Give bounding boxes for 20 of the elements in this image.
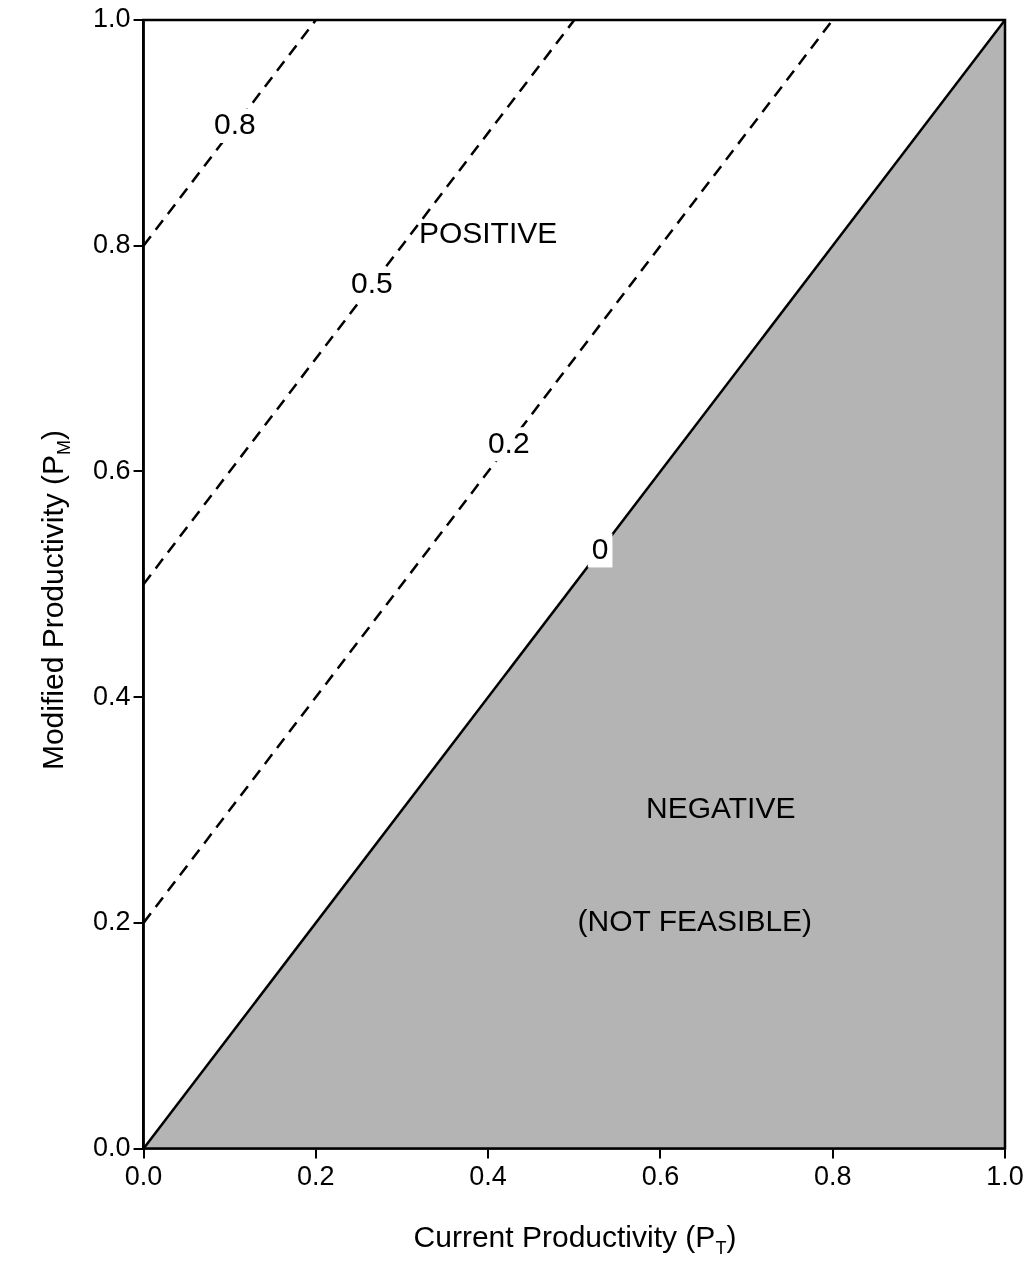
annotation: (NOT FEASIBLE) [577,904,813,938]
x-tick-label: 0.4 [469,1161,507,1192]
x-tick-label: 0.0 [124,1161,163,1192]
x-tick-label: 1.0 [986,1161,1024,1192]
x-tick-label: 0.8 [813,1161,852,1192]
annotation: NEGATIVE [645,791,796,825]
x-tick-label: 0.6 [641,1161,680,1192]
series-label: 0 [591,531,609,565]
x-tick-label: 0.2 [297,1161,335,1192]
y-tick-label: 0.8 [92,229,131,260]
series-label: 0.2 [487,425,530,459]
y-tick-label: 0.2 [92,906,131,937]
series-label: 0.5 [350,266,393,300]
y-tick-label: 0.0 [92,1132,131,1163]
y-tick-label: 0.6 [92,454,131,485]
series-label: 0.8 [213,107,256,141]
y-tick-label: 0.4 [92,680,131,711]
annotation: POSITIVE [418,215,558,249]
x-axis-title: Current Productivity (P$_{T}$) [412,1220,738,1259]
y-tick-label: 1.0 [92,3,131,34]
